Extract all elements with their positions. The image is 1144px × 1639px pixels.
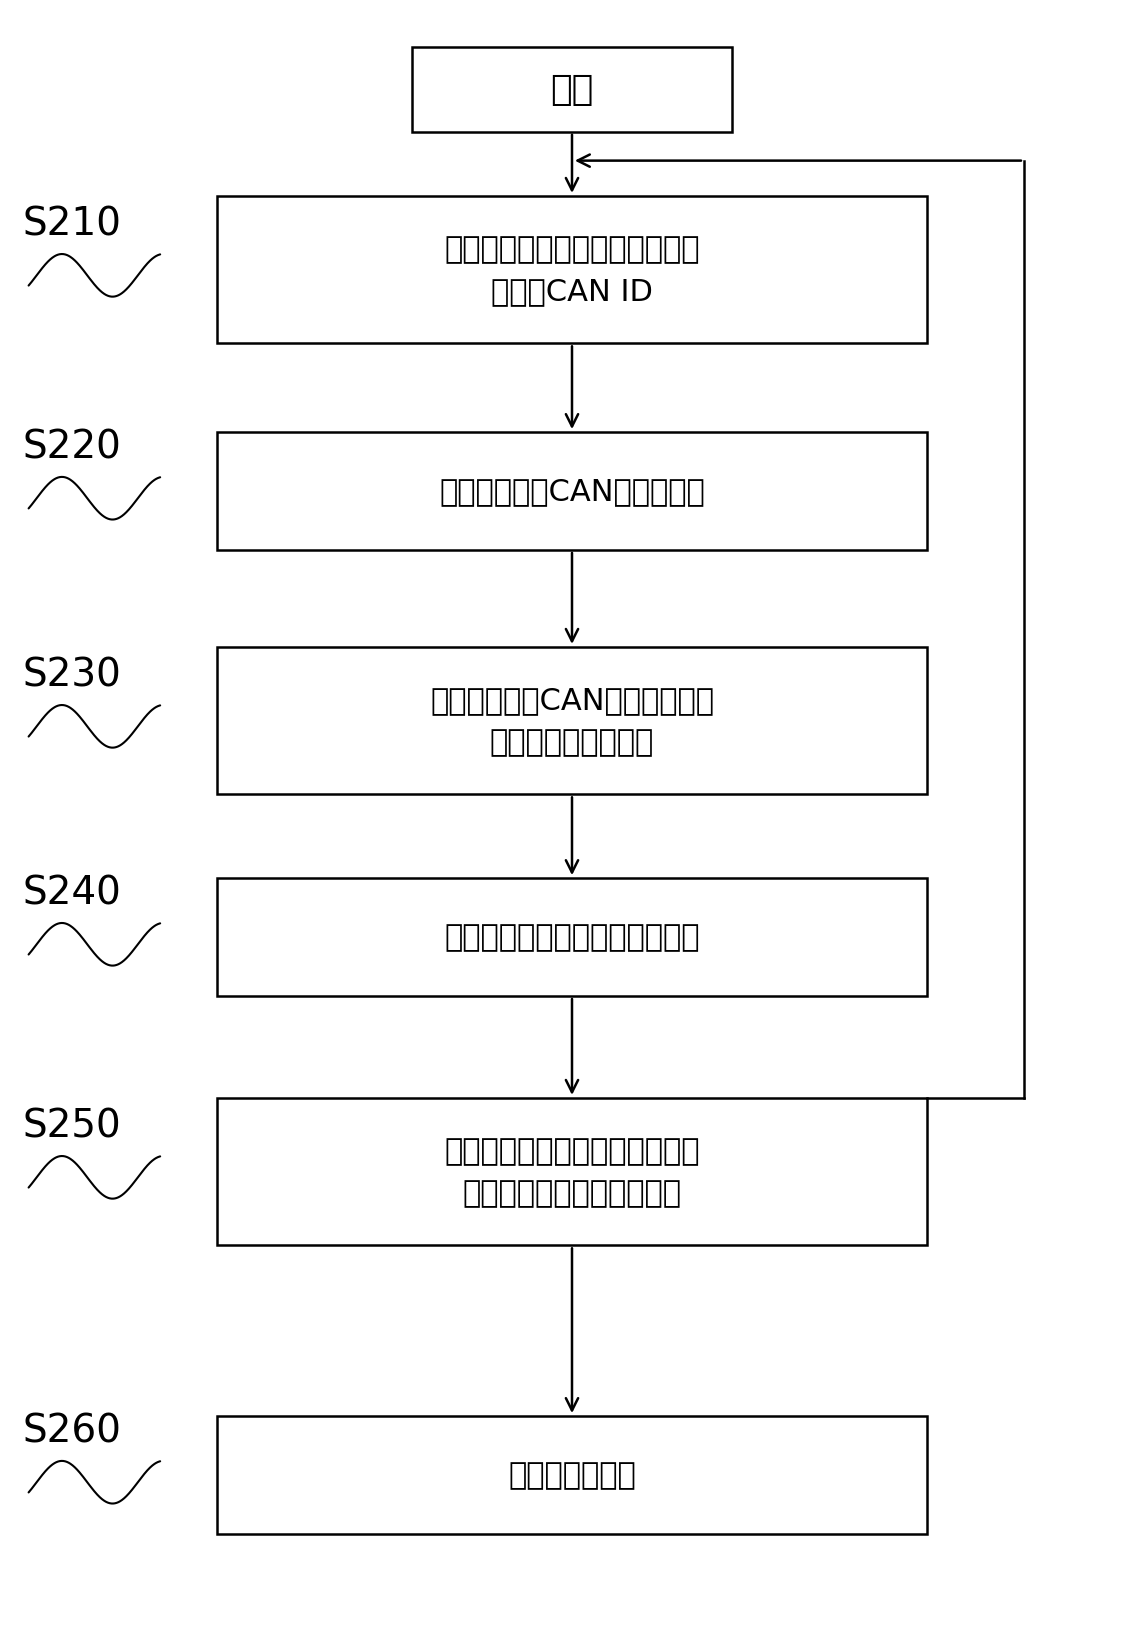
Text: S260: S260	[23, 1411, 122, 1449]
FancyBboxPatch shape	[217, 197, 927, 344]
FancyBboxPatch shape	[217, 879, 927, 997]
Text: 获得该数据帧的外部设备变量值: 获得该数据帧的外部设备变量值	[444, 923, 700, 952]
FancyBboxPatch shape	[217, 433, 927, 551]
FancyBboxPatch shape	[217, 1416, 927, 1534]
Text: 开始: 开始	[550, 74, 594, 107]
Text: 确定项目变量名: 确定项目变量名	[508, 1460, 636, 1490]
FancyBboxPatch shape	[217, 647, 927, 795]
Text: 确定需要更新的外部设备变量名
对外部设备变量值进行更新: 确定需要更新的外部设备变量名 对外部设备变量值进行更新	[444, 1136, 700, 1208]
Text: S220: S220	[23, 428, 121, 465]
Text: S250: S250	[23, 1106, 121, 1144]
Text: S240: S240	[23, 874, 121, 911]
Text: 确定解析基准CAN数据信息组: 确定解析基准CAN数据信息组	[439, 477, 705, 506]
Text: 根据解析基准CAN数据信息组获
取数据位及数据长度: 根据解析基准CAN数据信息组获 取数据位及数据长度	[430, 685, 714, 757]
Text: S230: S230	[23, 656, 121, 695]
Text: S210: S210	[23, 205, 122, 244]
Text: 解析接收到的数据帧，并获取数
据帧的CAN ID: 解析接收到的数据帧，并获取数 据帧的CAN ID	[444, 234, 700, 306]
FancyBboxPatch shape	[412, 48, 732, 133]
FancyBboxPatch shape	[217, 1098, 927, 1246]
